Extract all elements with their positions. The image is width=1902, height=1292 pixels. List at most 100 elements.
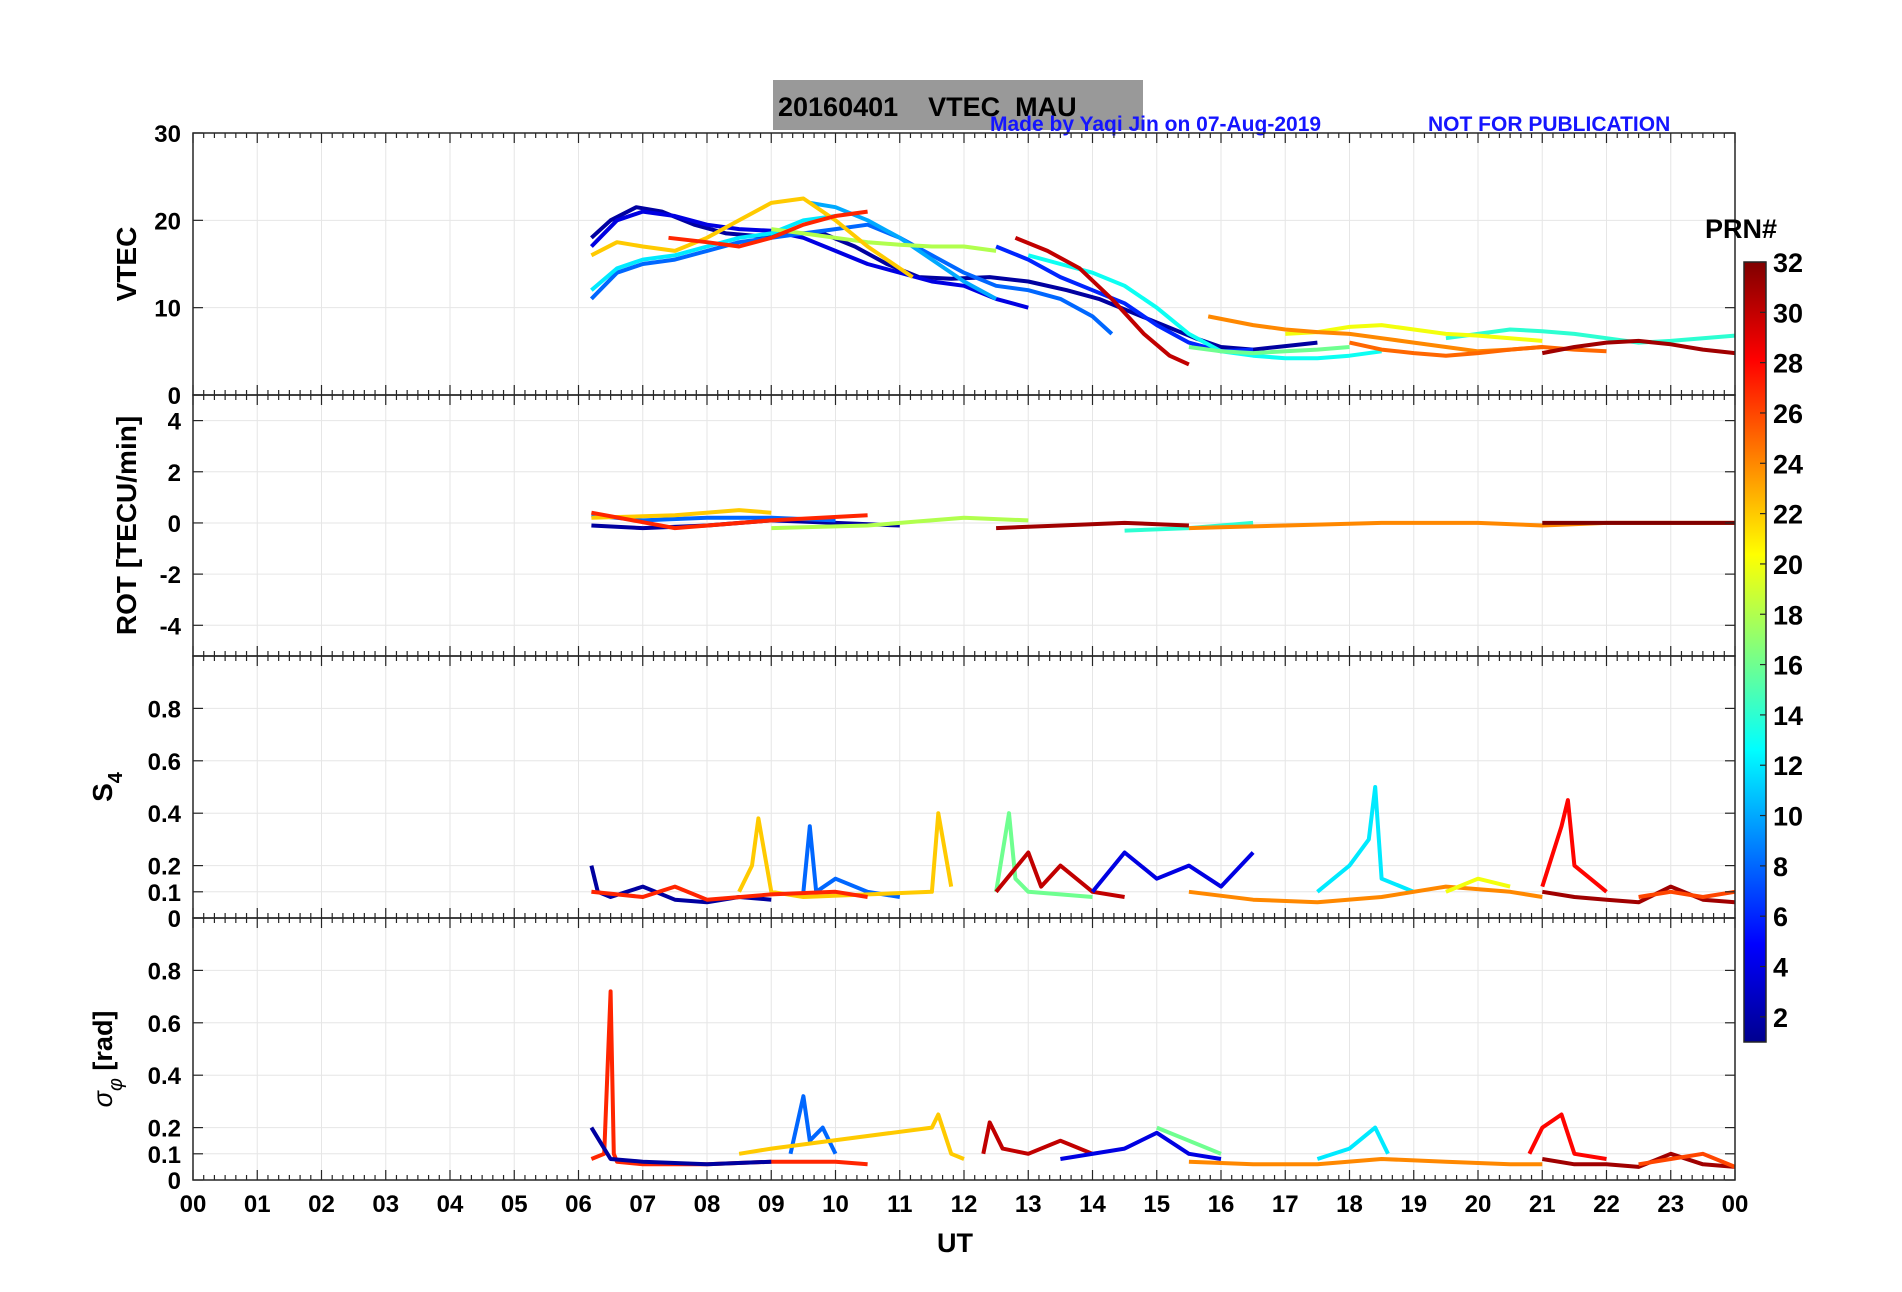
x-tick-label: 11 (887, 1191, 912, 1218)
notice-text: NOT FOR PUBLICATION (1428, 113, 1670, 136)
series-prn-16 (1188, 345, 1350, 356)
y-tick-label: 0 (168, 511, 181, 538)
colorbar-tick-label: 12 (1773, 751, 1803, 781)
x-tick-label: 12 (951, 1191, 978, 1218)
x-tick-label: 23 (1657, 1191, 1684, 1218)
x-tick-label: 01 (244, 1191, 271, 1218)
x-tick-label: 22 (1593, 1191, 1620, 1218)
series-prn-2 (589, 1126, 772, 1167)
series-prn-22 (590, 196, 914, 279)
panel-sigma_phi: 00.10.2 0.4 0.6 0.8 σφ [rad] (88, 917, 1736, 1195)
x-tick-label: 10 (822, 1191, 849, 1218)
colorbar-tick-label: 28 (1773, 349, 1803, 379)
series-prn-31 (1541, 1151, 1736, 1169)
y-tick-label: 0.1 (148, 1142, 181, 1169)
series-prn-27 (591, 884, 868, 902)
y-axis-label: ROT [TECU/min] (111, 416, 142, 635)
colorbar-tick-label: 16 (1773, 651, 1803, 681)
colorbar-tick-label: 32 (1773, 248, 1803, 278)
y-axis-label: σφ [rad] (88, 1011, 127, 1108)
colorbar-tick-label: 10 (1773, 802, 1803, 832)
colorbar-tick-label: 30 (1773, 298, 1803, 328)
series-prn-27 (668, 209, 868, 249)
colorbar-tick-label: 8 (1773, 852, 1788, 882)
series-prn-26 (1638, 1151, 1736, 1169)
y-axis-label: VTEC (111, 227, 142, 302)
x-tick-label: 19 (1400, 1191, 1427, 1218)
y-tick-label: 20 (154, 208, 181, 235)
series-prn-13 (1027, 253, 1382, 361)
y-tick-label: -2 (160, 562, 181, 589)
y-tick-label: 0.6 (148, 749, 181, 776)
series-prn-16 (994, 811, 1093, 899)
x-tick-label: 07 (629, 1191, 656, 1218)
x-tick-label: 21 (1529, 1191, 1556, 1218)
colorbar (1743, 261, 1767, 1043)
series-prn-28 (1540, 798, 1608, 894)
series-prn-26 (1638, 889, 1736, 899)
panel-s4: 00.10.2 0.4 0.6 0.8 S4 (87, 655, 1736, 933)
series-prn-28 (1527, 1112, 1607, 1161)
y-tick-label: 0 (168, 1168, 181, 1195)
series-prn-20 (1445, 876, 1511, 894)
y-tick-label: 2 (168, 460, 181, 487)
series-prn-22 (591, 508, 772, 520)
colorbar-tick-label: 20 (1773, 550, 1803, 580)
x-tick-label: 15 (1143, 1191, 1170, 1218)
colorbar-title: PRN# (1705, 214, 1777, 244)
series-prn-2 (590, 205, 1318, 352)
y-tick-label: 0 (168, 383, 181, 410)
x-tick-labels: 00 01 02 03 04 05 06 07 08 09 10 11 12 13 14 15 16 17 18 19… (180, 1191, 1749, 1218)
series-prn-6 (995, 244, 1254, 354)
x-tick-label: 03 (372, 1191, 399, 1218)
y-tick-label: 0.8 (148, 958, 181, 985)
x-tick-label: 16 (1208, 1191, 1235, 1218)
colorbar-tick-label: 4 (1773, 953, 1788, 983)
panel-rot: -4 -2 0 2 4 ROT [TECU/min] (111, 394, 1736, 657)
y-tick-label: 0.2 (148, 1116, 181, 1143)
series-prn-24 (1188, 884, 1543, 905)
y-tick-label: 0.2 (148, 854, 181, 881)
series-prn-4 (589, 209, 1029, 310)
colorbar-tick-label: 6 (1773, 902, 1788, 932)
y-tick-label: 0.1 (148, 880, 181, 907)
y-tick-label: 4 (168, 409, 182, 436)
x-tick-label: 00 (180, 1191, 207, 1218)
x-tick-label: 18 (1336, 1191, 1363, 1218)
panel-vtec: 0 10 20 30 VTEC (111, 121, 1736, 410)
y-tick-label: 0.4 (148, 1063, 182, 1090)
series-prn-4 (1090, 850, 1255, 894)
x-tick-label: 20 (1465, 1191, 1492, 1218)
series-prn-27 (591, 510, 868, 531)
y-tick-label: 0.6 (148, 1011, 181, 1038)
x-tick-label: 05 (501, 1191, 528, 1218)
series-prn-8 (589, 222, 1114, 336)
series-prn-31 (996, 520, 1189, 531)
y-tick-label: 10 (154, 296, 181, 323)
series-prn-12 (1316, 1125, 1390, 1161)
x-tick-label: 08 (694, 1191, 721, 1218)
y-tick-label: 0 (168, 906, 181, 933)
series-prn-8 (788, 1094, 838, 1155)
series-prn-20 (1285, 323, 1543, 343)
x-tick-label: 14 (1079, 1191, 1106, 1218)
x-tick-label: 04 (437, 1191, 464, 1218)
colorbar-tick-label: 26 (1773, 399, 1803, 429)
y-tick-label: 30 (154, 121, 181, 148)
title-text: 20160401 VTEC MAU (778, 92, 1077, 122)
series-prn-27 (590, 989, 868, 1167)
y-tick-label: 0.8 (148, 696, 181, 723)
title-box (773, 80, 1143, 130)
series-prn-14 (1445, 327, 1736, 345)
x-tick-label: 13 (1015, 1191, 1042, 1218)
series-prn-31 (1541, 884, 1736, 905)
series-prn-30 (981, 1120, 1094, 1156)
x-tick-label: 17 (1272, 1191, 1299, 1218)
x-tick-label: 02 (308, 1191, 335, 1218)
series-prn-10 (809, 200, 998, 301)
x-tick-label: 00 (1722, 1191, 1749, 1218)
x-tick-label: 09 (758, 1191, 785, 1218)
y-tick-label: -4 (160, 613, 182, 640)
